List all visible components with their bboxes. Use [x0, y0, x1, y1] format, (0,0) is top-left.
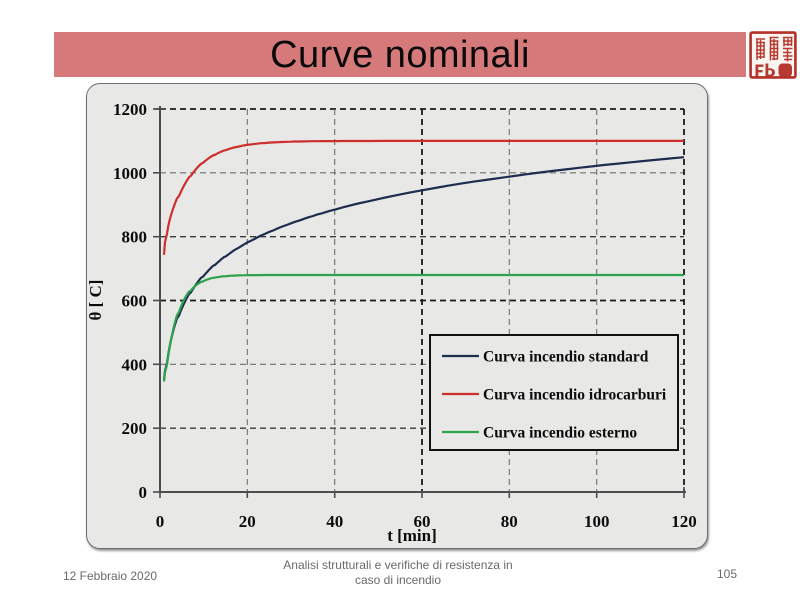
svg-text:40: 40 [326, 512, 343, 531]
svg-text:0: 0 [156, 512, 165, 531]
svg-text:Curva incendio standard: Curva incendio standard [483, 349, 649, 366]
svg-text:Curva incendio idrocarburi: Curva incendio idrocarburi [483, 387, 667, 404]
svg-text:400: 400 [122, 355, 148, 374]
svg-text:120: 120 [671, 512, 697, 531]
svg-text:100: 100 [584, 512, 610, 531]
svg-text:t [min]: t [min] [387, 526, 437, 545]
svg-text:1000: 1000 [113, 164, 147, 183]
svg-text:600: 600 [122, 292, 148, 311]
svg-text:0: 0 [139, 483, 148, 502]
svg-text:Curva incendio esterno: Curva incendio esterno [483, 425, 637, 442]
svg-text:800: 800 [122, 228, 148, 247]
svg-text:200: 200 [122, 419, 148, 438]
svg-text:20: 20 [239, 512, 256, 531]
svg-text:60: 60 [414, 512, 431, 531]
svg-text:1200: 1200 [113, 100, 147, 119]
svg-text:θ [ C]: θ [ C] [86, 280, 105, 321]
svg-text:80: 80 [501, 512, 518, 531]
